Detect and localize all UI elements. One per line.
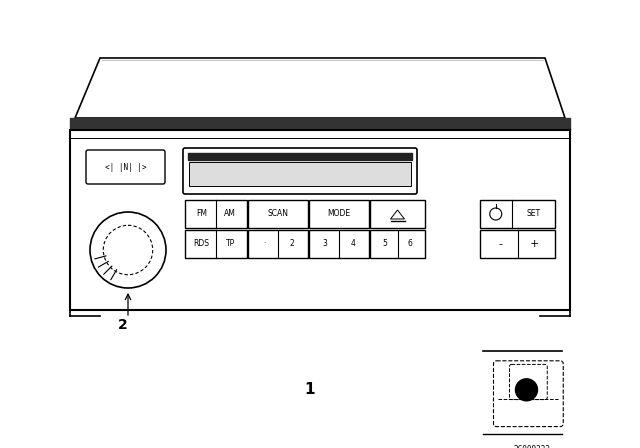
FancyBboxPatch shape xyxy=(509,364,547,400)
Circle shape xyxy=(515,379,538,401)
FancyBboxPatch shape xyxy=(70,130,570,310)
Circle shape xyxy=(103,225,153,275)
Text: 2: 2 xyxy=(289,240,294,249)
FancyBboxPatch shape xyxy=(248,230,308,258)
Text: 3: 3 xyxy=(323,240,328,249)
Text: SET: SET xyxy=(526,210,540,219)
Text: SCAN: SCAN xyxy=(268,210,289,219)
FancyBboxPatch shape xyxy=(185,230,247,258)
Polygon shape xyxy=(75,58,565,118)
FancyBboxPatch shape xyxy=(189,162,411,186)
FancyBboxPatch shape xyxy=(86,150,165,184)
Circle shape xyxy=(490,208,502,220)
Text: MODE: MODE xyxy=(328,210,351,219)
Circle shape xyxy=(90,212,166,288)
Text: 6: 6 xyxy=(408,240,413,249)
FancyBboxPatch shape xyxy=(248,200,308,228)
Text: 1: 1 xyxy=(305,383,316,397)
Text: 2: 2 xyxy=(118,318,128,332)
FancyBboxPatch shape xyxy=(185,200,247,228)
Text: AM: AM xyxy=(225,210,236,219)
Text: FM: FM xyxy=(196,210,207,219)
Polygon shape xyxy=(390,210,404,219)
FancyBboxPatch shape xyxy=(480,230,555,258)
FancyBboxPatch shape xyxy=(480,200,555,228)
FancyBboxPatch shape xyxy=(493,361,563,426)
FancyBboxPatch shape xyxy=(370,200,425,228)
FancyBboxPatch shape xyxy=(309,200,369,228)
Text: 4: 4 xyxy=(350,240,355,249)
Text: +: + xyxy=(530,239,540,249)
Text: TP: TP xyxy=(226,240,235,249)
FancyBboxPatch shape xyxy=(370,230,425,258)
Text: <| |N| |>: <| |N| |> xyxy=(105,163,147,172)
Text: RDS: RDS xyxy=(194,240,210,249)
FancyBboxPatch shape xyxy=(183,148,417,194)
Text: ·: · xyxy=(263,240,266,249)
Text: 5: 5 xyxy=(383,240,387,249)
Text: -: - xyxy=(499,239,502,249)
Text: 2C009222: 2C009222 xyxy=(513,445,550,448)
FancyBboxPatch shape xyxy=(309,230,369,258)
